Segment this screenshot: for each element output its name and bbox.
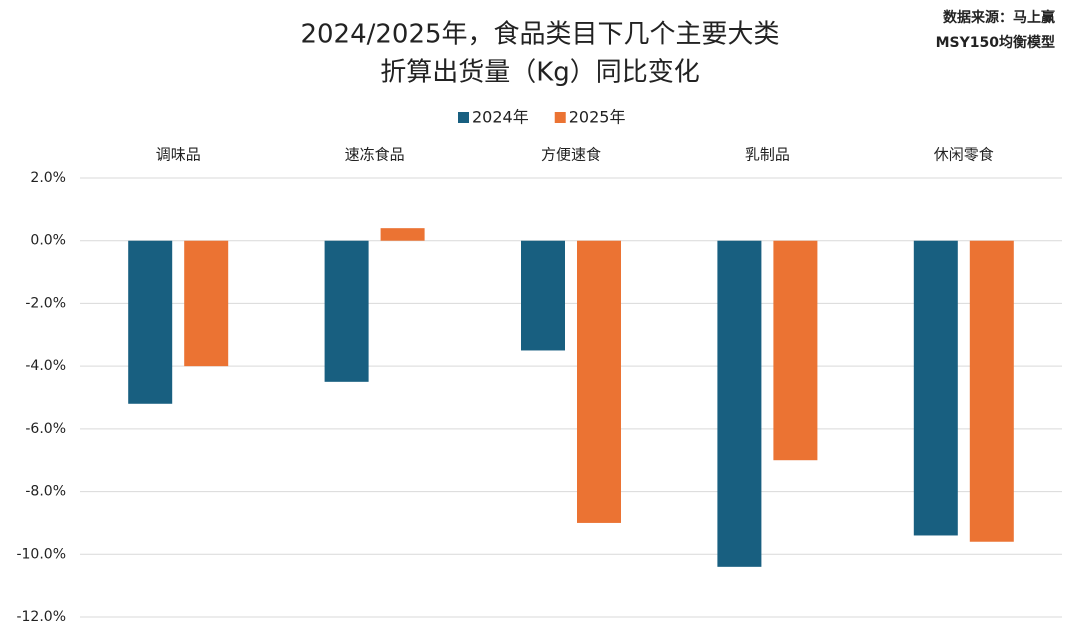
- chart-title: 折算出货量（Kg）同比变化: [380, 58, 700, 88]
- y-tick-label: 2.0%: [30, 170, 66, 186]
- bar: [717, 240, 762, 567]
- legend-swatch: [458, 112, 469, 123]
- chart-title: 2024/2025年，食品类目下几个主要大类: [300, 20, 779, 50]
- bar: [128, 240, 173, 404]
- bar: [773, 240, 818, 461]
- y-tick-label: -6.0%: [25, 421, 66, 437]
- bar: [969, 240, 1014, 542]
- y-tick-label: -8.0%: [25, 484, 66, 500]
- legend-label: 2025年: [569, 108, 626, 127]
- bar: [913, 240, 958, 536]
- bar: [577, 240, 621, 523]
- y-tick-label: -2.0%: [25, 295, 66, 311]
- source-note: MSY150均衡模型: [936, 34, 1055, 51]
- bar: [521, 240, 565, 351]
- legend-swatch: [554, 112, 566, 123]
- y-tick-label: -4.0%: [25, 358, 66, 374]
- y-tick-label: 0.0%: [30, 233, 66, 249]
- bar: [324, 240, 369, 382]
- x-tick-label: 休闲零食: [934, 146, 994, 164]
- x-tick-label: 方便速食: [541, 146, 601, 164]
- x-tick-label: 乳制品: [745, 146, 790, 164]
- source-note: 数据来源：马上赢: [943, 9, 1055, 26]
- legend-label: 2024年: [472, 108, 529, 127]
- y-tick-label: -12.0%: [16, 609, 66, 625]
- y-tick-label: -10.0%: [16, 546, 66, 562]
- x-tick-label: 速冻食品: [345, 146, 405, 164]
- x-tick-label: 调味品: [156, 146, 201, 164]
- bar: [380, 228, 425, 241]
- bar: [184, 240, 229, 367]
